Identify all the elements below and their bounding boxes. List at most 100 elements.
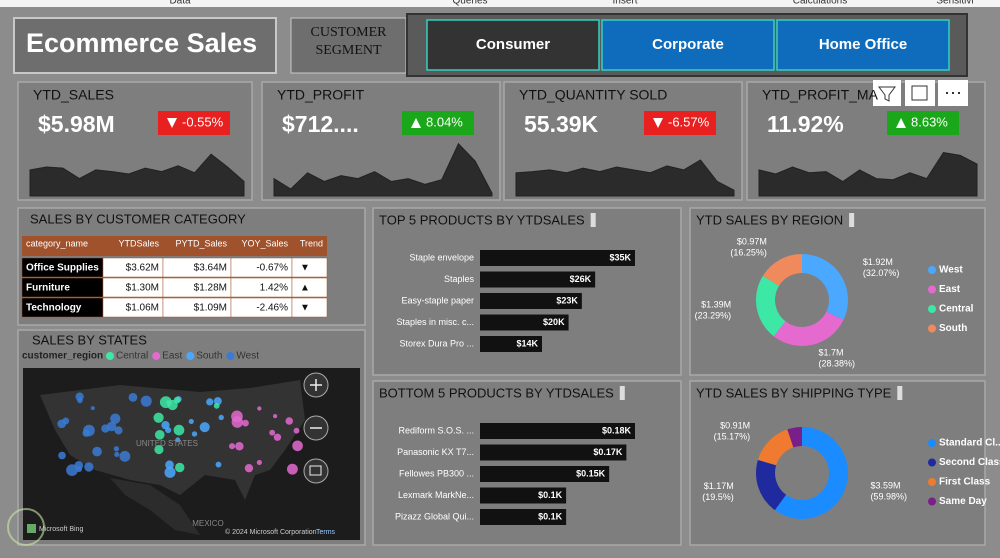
map-land	[40, 380, 305, 500]
map-legend-label[interactable]: West	[236, 351, 259, 362]
bar-category: Storex Dura Pro ...	[399, 338, 474, 348]
legend-label[interactable]: South	[939, 323, 967, 334]
table-header[interactable]: PYTD_Sales	[175, 238, 227, 248]
kpi-value: 11.92%	[767, 111, 844, 137]
map-dot	[215, 461, 222, 468]
map-legend-marker	[186, 352, 195, 360]
segment-label: CUSTOMER SEGMENT	[310, 25, 387, 58]
map-dot	[140, 395, 152, 407]
donut-slice[interactable]	[773, 311, 844, 346]
legend-label[interactable]: Central	[939, 304, 974, 315]
segment-button[interactable]	[601, 19, 775, 71]
bar[interactable]	[480, 336, 542, 352]
bar[interactable]	[480, 444, 627, 461]
donut-label: $1.39M (23.29%)	[695, 300, 732, 321]
ribbon-tab[interactable]: Data	[169, 0, 191, 7]
bar[interactable]	[480, 293, 582, 309]
map-dot	[110, 413, 121, 424]
bar[interactable]	[480, 466, 610, 482]
segment-label: Corporate	[652, 36, 724, 53]
donut-slice[interactable]	[774, 426, 849, 519]
bar-category: Easy-staple paper	[401, 295, 474, 305]
legend-label[interactable]: Same Day	[939, 496, 987, 507]
map-country: MEXICO	[192, 519, 224, 528]
map-provider: Microsoft Bing	[39, 526, 83, 533]
kpi-title: YTD_SALES	[33, 87, 114, 103]
bar-value-label: $35K	[609, 252, 631, 262]
kpi-value: $712....	[282, 111, 359, 137]
map-legend-label[interactable]: South	[196, 351, 222, 362]
chart-title: BOTTOM 5 PRODUCTS BY YTDSALES	[379, 385, 614, 400]
ribbon-tab[interactable]: Calculations	[793, 0, 847, 7]
legend-label[interactable]: East	[939, 284, 961, 295]
legend-label[interactable]: Second Class	[939, 457, 1000, 468]
table-cell-text: ▼	[300, 303, 310, 314]
legend-label[interactable]: Standard Cl...	[939, 438, 1000, 449]
bar[interactable]	[480, 423, 635, 439]
kpi-arrow	[167, 118, 177, 128]
map-legend-label[interactable]: East	[162, 351, 182, 362]
map-dot	[257, 406, 262, 411]
table-cell-text: ▲	[300, 283, 310, 294]
table-header-cell	[22, 236, 103, 256]
legend-label[interactable]: First Class	[939, 477, 991, 488]
map-dot	[231, 416, 244, 428]
map-dot	[114, 426, 123, 435]
table-header[interactable]: YTDSales	[118, 238, 159, 248]
donut-slice[interactable]	[802, 254, 849, 320]
map-legend-label[interactable]: Central	[116, 351, 148, 362]
map-legend-title: customer_region	[22, 351, 103, 362]
kpi-title: YTD_QUANTITY SOLD	[519, 87, 667, 103]
map-dot	[164, 466, 176, 478]
bar[interactable]	[480, 487, 567, 504]
map-dot	[191, 431, 198, 437]
table-header-cell	[163, 236, 231, 256]
map-dot	[114, 451, 120, 457]
bar[interactable]	[480, 250, 635, 266]
ribbon-tab[interactable]: Queries	[452, 0, 487, 7]
segment-button[interactable]	[776, 19, 950, 71]
legend-marker	[928, 439, 936, 447]
map-terms[interactable]: Terms	[316, 529, 336, 536]
chart-title: TOP 5 PRODUCTS BY YTDSALES	[379, 212, 585, 227]
donut-slice[interactable]	[787, 427, 802, 448]
table-cell	[291, 297, 328, 318]
segment-button[interactable]	[426, 19, 600, 71]
donut-slice[interactable]	[757, 429, 794, 466]
bar-category: Lexmark MarkNe...	[398, 490, 474, 500]
map-dot	[57, 419, 67, 429]
bar[interactable]	[480, 314, 569, 331]
segment-label-wrap: CUSTOMER SEGMENT	[310, 25, 387, 58]
table-header[interactable]: Trend	[300, 238, 323, 248]
table-cell-text: $3.64M	[194, 263, 227, 274]
focus-button[interactable]	[905, 80, 935, 106]
ribbon-tab[interactable]: Sensitivi	[936, 0, 973, 7]
donut-label: $0.91M (15.17%)	[714, 421, 751, 442]
select-button[interactable]	[303, 458, 329, 484]
map-dot	[76, 466, 83, 473]
segment-label-box	[290, 17, 407, 74]
donut-slice[interactable]	[762, 254, 802, 286]
filter-button[interactable]	[873, 80, 901, 106]
map-title: SALES BY STATES	[32, 332, 147, 347]
map-dot	[244, 464, 254, 473]
bar[interactable]	[480, 509, 567, 525]
map-dot	[165, 460, 174, 470]
dashboard-title: Ecommerce Sales	[26, 28, 257, 58]
ribbon-tab[interactable]: Insert	[612, 0, 637, 7]
legend-label[interactable]: West	[939, 265, 963, 276]
bar-value-label: $26K	[570, 274, 592, 284]
table-header[interactable]: YOY_Sales	[241, 238, 288, 248]
table-cell-text: -2.46%	[256, 303, 288, 314]
donut-slice[interactable]	[756, 275, 786, 337]
map-dot	[66, 464, 78, 477]
map-dot	[77, 397, 83, 404]
donut-slice[interactable]	[756, 459, 787, 511]
map-dot	[256, 459, 262, 466]
bing-logo	[27, 524, 36, 533]
table-header[interactable]: category_name	[26, 238, 88, 248]
table-header-cell	[292, 236, 327, 256]
bar[interactable]	[480, 271, 596, 288]
kpi-arrow	[653, 118, 663, 128]
bar-value-label: $14K	[516, 338, 538, 348]
